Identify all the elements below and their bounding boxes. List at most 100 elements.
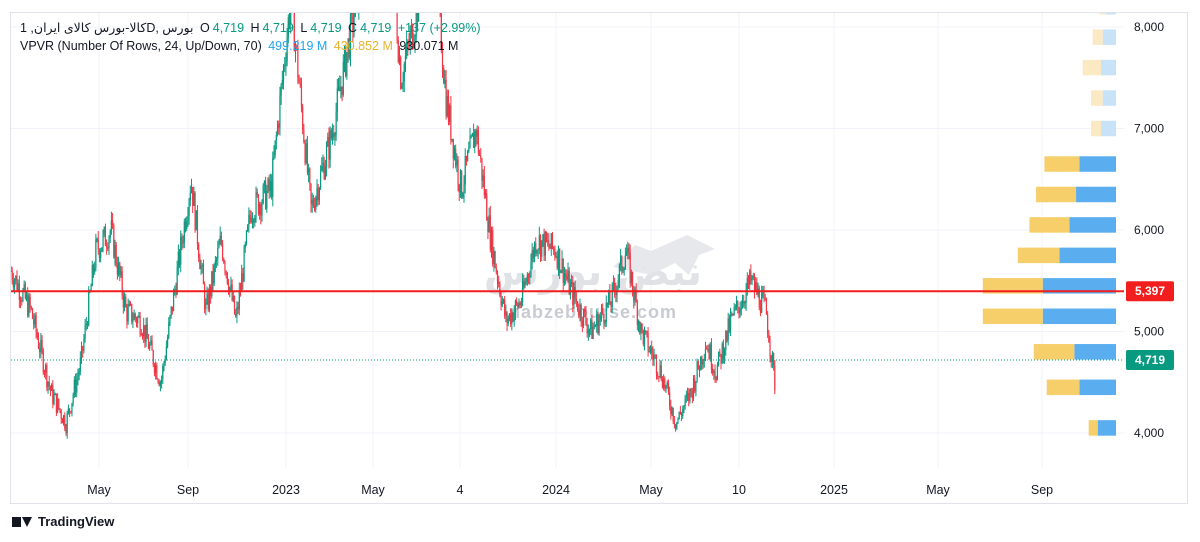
candle-body [680, 413, 683, 416]
candle-body [721, 343, 723, 364]
candle-body [308, 168, 310, 173]
candle-body [330, 130, 332, 139]
candle-body [480, 155, 482, 159]
candle-body [143, 325, 145, 337]
candle-body [141, 335, 144, 337]
candle-body [349, 13, 352, 58]
volume-profile-down-bar [1044, 156, 1080, 172]
candle-body [42, 350, 44, 373]
candle-body [318, 188, 320, 201]
candle-body [513, 312, 515, 322]
candle-body [161, 379, 163, 383]
candle-body [353, 16, 355, 31]
candle-body [555, 256, 557, 258]
candle-body [202, 265, 205, 285]
price-chart[interactable]: May Sep 2023 May 4 2024 May 10 2025 May Sep 4,000 5,… [11, 13, 1187, 503]
candle-body [557, 248, 560, 269]
candle-body [181, 236, 183, 244]
candle-body [155, 365, 157, 373]
x-tick-label: 4 [457, 483, 464, 497]
volume-profile-up-bar [1076, 186, 1116, 203]
candle-body [340, 86, 342, 92]
candle-body [287, 17, 289, 38]
candle-body [657, 373, 659, 377]
candle-body [470, 136, 472, 138]
candle-body [763, 292, 765, 299]
candle-body [719, 351, 721, 355]
candle-body [61, 418, 63, 424]
candle-body [19, 299, 22, 301]
low-value: 4,719 [310, 21, 342, 35]
indicator-legend[interactable]: VPVR (Number Of Rows, 24, Up/Down, 70) 4… [20, 39, 461, 53]
candle-body [416, 13, 419, 22]
indicator-name[interactable]: VPVR (Number Of Rows, 24, Up/Down, 70) [20, 39, 262, 53]
candle-body [317, 187, 319, 201]
candle-body [539, 235, 542, 257]
candle-body [354, 13, 356, 17]
candle-body [633, 290, 635, 301]
footer-brand[interactable]: TradingView [12, 514, 114, 529]
candle-body [603, 314, 605, 323]
candle-body [114, 245, 116, 258]
candle-body [183, 221, 185, 243]
candle-body [697, 361, 699, 369]
candle-body [341, 86, 343, 95]
candle-body [238, 289, 240, 310]
x-tick-label: 2023 [272, 483, 300, 497]
candle-body [465, 156, 468, 161]
volume-profile-down-bar [1091, 120, 1102, 137]
candle-body [145, 324, 147, 342]
candle-body [84, 325, 86, 339]
candle-body [654, 355, 656, 357]
candle-body [624, 255, 626, 269]
candle-body [140, 333, 142, 336]
candle-body [260, 204, 262, 216]
volume-profile-down-bar [1029, 217, 1070, 233]
candle-body [695, 381, 697, 392]
candle-body [514, 301, 517, 313]
candle-body [74, 379, 77, 393]
candle-body [43, 372, 46, 374]
candle-body [592, 327, 594, 339]
volume-profile-up-bar [1079, 156, 1116, 172]
candle-body [226, 272, 228, 284]
candle-body [221, 243, 224, 260]
candle-body [249, 214, 251, 218]
candle-body [88, 291, 90, 326]
candle-body [655, 355, 658, 374]
candle-body [236, 306, 238, 317]
candle-body [698, 368, 701, 371]
symbol-name[interactable]: کالا-بورس کالای ایران, 1D, بورس [20, 21, 194, 35]
candle-body [275, 134, 277, 141]
candle-body [615, 289, 617, 296]
candle-body [266, 191, 268, 209]
candle-body [319, 170, 322, 189]
symbol-legend[interactable]: کالا-بورس کالای ایران, 1D, بورس O 4,719 H… [20, 20, 484, 35]
candle-body [71, 402, 73, 413]
candle-body [23, 284, 25, 291]
candle-body [636, 301, 638, 325]
candle-body [78, 371, 80, 376]
high-value: 4,719 [262, 21, 294, 35]
candle-body [629, 252, 631, 284]
x-tick-label: May [87, 483, 111, 497]
candle-body [128, 303, 130, 306]
candle-body [602, 307, 604, 315]
candle-body [551, 233, 554, 248]
candle-body [21, 300, 23, 302]
candle-body [562, 258, 564, 283]
candle-body [474, 130, 476, 148]
low-label: L [300, 21, 308, 35]
candle-body [242, 273, 244, 282]
candle-body [119, 262, 121, 276]
candle-body [640, 323, 642, 334]
volume-profile-down-bar [1036, 186, 1077, 203]
candle-body [756, 282, 758, 295]
candle-body [504, 299, 506, 316]
candle-body [598, 319, 600, 334]
chart-frame[interactable]: May Sep 2023 May 4 2024 May 10 2025 May Sep 4,000 5,… [10, 12, 1188, 504]
candle-body [70, 411, 72, 413]
x-tick-label: 2025 [820, 483, 848, 497]
candle-body [652, 353, 654, 360]
candle-body [169, 315, 171, 323]
